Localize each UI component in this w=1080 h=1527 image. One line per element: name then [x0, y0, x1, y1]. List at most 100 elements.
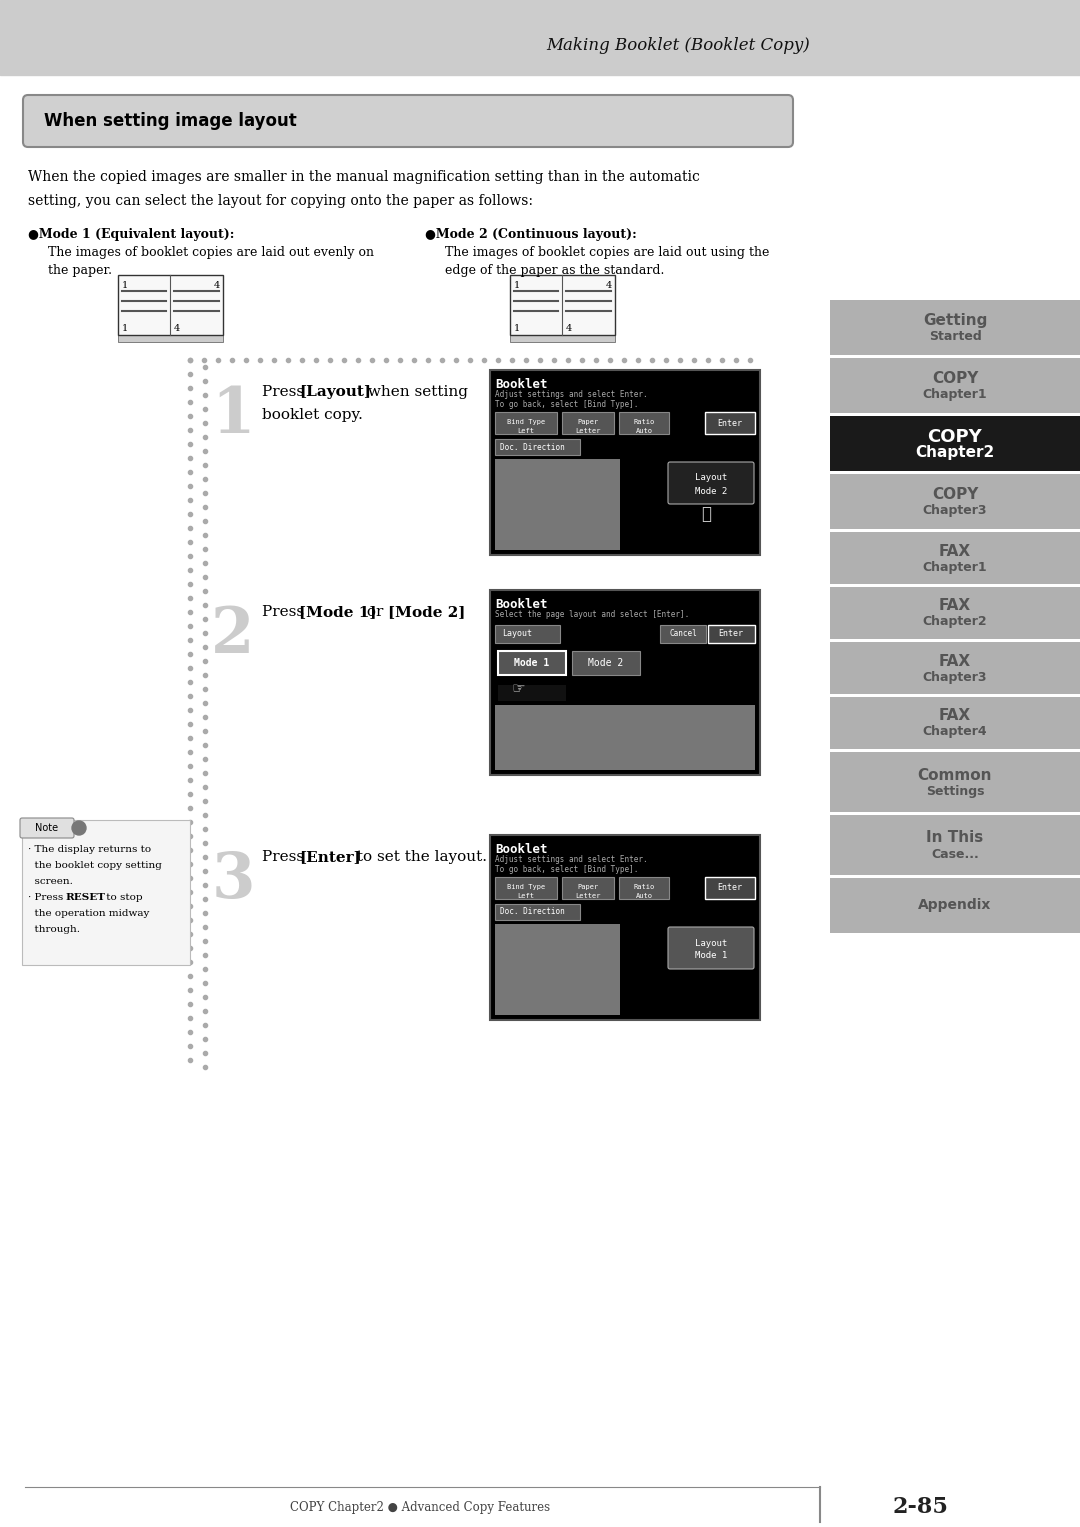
Text: 3: 3	[212, 851, 255, 912]
Text: Mode 1: Mode 1	[694, 951, 727, 960]
Text: Chapter1: Chapter1	[922, 388, 987, 402]
Bar	[562, 876, 615, 899]
Text: setting, you can select the layout for copying onto the paper as follows:: setting, you can select the layout for c…	[28, 194, 534, 208]
Bar	[0, 0, 1080, 75]
Text: Press: Press	[262, 385, 309, 399]
Bar	[705, 412, 755, 434]
Text: 2-85: 2-85	[892, 1496, 948, 1518]
Text: [Mode 1]: [Mode 1]	[299, 605, 377, 618]
Text: booklet copy.: booklet copy.	[262, 408, 363, 421]
Bar	[118, 275, 222, 334]
Text: the paper.: the paper.	[48, 264, 112, 276]
Text: 1: 1	[514, 324, 521, 333]
FancyBboxPatch shape	[23, 95, 793, 147]
Text: Note: Note	[35, 823, 58, 834]
Text: ●Mode 1 (Equivalent layout):: ●Mode 1 (Equivalent layout):	[28, 228, 234, 241]
Bar	[495, 460, 620, 550]
Text: The images of booklet copies are laid out evenly on: The images of booklet copies are laid ou…	[48, 246, 374, 260]
Text: COPY: COPY	[928, 428, 983, 446]
Text: or: or	[362, 605, 388, 618]
Text: [Layout]: [Layout]	[299, 385, 372, 399]
Bar	[495, 705, 755, 770]
Bar	[619, 876, 669, 899]
Text: 1: 1	[122, 324, 129, 333]
Text: When the copied images are smaller in the manual magnification setting than in t: When the copied images are smaller in th…	[28, 169, 700, 183]
Text: Chapter4: Chapter4	[922, 725, 987, 739]
Text: Paper: Paper	[578, 884, 598, 890]
Text: COPY: COPY	[932, 371, 978, 386]
Text: · Press: · Press	[28, 893, 67, 902]
Text: Bind Type: Bind Type	[507, 418, 545, 425]
Text: the booklet copy setting: the booklet copy setting	[28, 861, 162, 870]
Text: Press: Press	[262, 605, 309, 618]
Text: FAX: FAX	[939, 599, 971, 614]
Text: Cancel: Cancel	[670, 629, 697, 638]
Text: FAX: FAX	[939, 709, 971, 724]
Text: when setting: when setting	[363, 385, 468, 399]
Bar	[495, 924, 620, 1015]
Bar	[831, 586, 1080, 638]
Text: 👍: 👍	[701, 505, 711, 524]
Text: 4: 4	[174, 324, 180, 333]
Text: Enter: Enter	[717, 418, 743, 428]
Bar	[831, 751, 1080, 812]
Text: The images of booklet copies are laid out using the: The images of booklet copies are laid ou…	[445, 246, 769, 260]
FancyBboxPatch shape	[21, 818, 75, 838]
Text: Chapter3: Chapter3	[922, 504, 987, 518]
Circle shape	[72, 822, 86, 835]
Text: Booklet: Booklet	[495, 599, 548, 611]
Text: Adjust settings and select Enter.: Adjust settings and select Enter.	[495, 389, 648, 399]
Text: Select the page layout and select [Enter].: Select the page layout and select [Enter…	[495, 609, 689, 618]
Text: Mode 2: Mode 2	[694, 487, 727, 495]
Text: · The display returns to: · The display returns to	[28, 844, 151, 854]
Text: through.: through.	[28, 925, 80, 935]
Text: FAX: FAX	[939, 544, 971, 559]
Text: Getting: Getting	[922, 313, 987, 328]
Bar	[22, 820, 190, 965]
Text: 4: 4	[566, 324, 572, 333]
Text: edge of the paper as the standard.: edge of the paper as the standard.	[445, 264, 664, 276]
Text: COPY: COPY	[932, 487, 978, 502]
Text: [Enter]: [Enter]	[299, 851, 361, 864]
Bar	[495, 876, 557, 899]
Bar	[831, 696, 1080, 750]
Text: Chapter2: Chapter2	[916, 444, 995, 460]
Text: Booklet: Booklet	[495, 379, 548, 391]
Text: Paper: Paper	[578, 418, 598, 425]
Bar	[708, 625, 755, 643]
Text: Layout: Layout	[694, 939, 727, 947]
Text: 4: 4	[214, 281, 220, 290]
Bar	[705, 876, 755, 899]
Text: Press: Press	[262, 851, 309, 864]
Bar	[510, 334, 615, 342]
Bar	[495, 625, 561, 643]
Bar	[831, 473, 1080, 528]
Text: In This: In This	[927, 831, 984, 846]
Text: Auto: Auto	[635, 428, 652, 434]
Text: Ratio: Ratio	[633, 418, 654, 425]
Bar	[619, 412, 669, 434]
Text: to set the layout.: to set the layout.	[352, 851, 487, 864]
Text: Auto: Auto	[635, 893, 652, 899]
Bar	[490, 589, 760, 776]
Text: Booklet: Booklet	[495, 843, 548, 857]
Text: Mode 1: Mode 1	[514, 658, 550, 667]
Text: screen.: screen.	[28, 876, 72, 886]
Text: 1: 1	[514, 281, 521, 290]
Text: When setting image layout: When setting image layout	[44, 111, 297, 130]
Text: Common: Common	[918, 768, 993, 782]
Text: Doc. Direction: Doc. Direction	[500, 907, 565, 916]
Text: Chapter3: Chapter3	[922, 670, 987, 684]
FancyBboxPatch shape	[669, 463, 754, 504]
Text: 1: 1	[122, 281, 129, 290]
Text: Enter: Enter	[718, 629, 743, 638]
Text: Left: Left	[517, 428, 535, 434]
Text: Case...: Case...	[931, 847, 978, 861]
Text: the operation midway: the operation midway	[28, 909, 149, 918]
Bar	[498, 651, 566, 675]
Text: Settings: Settings	[926, 785, 984, 797]
Bar	[510, 275, 615, 334]
Text: Layout: Layout	[694, 473, 727, 483]
Text: Layout: Layout	[502, 629, 532, 638]
Text: 1: 1	[212, 385, 255, 446]
